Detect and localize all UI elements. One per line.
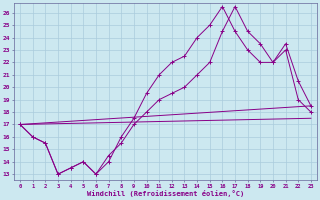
X-axis label: Windchill (Refroidissement éolien,°C): Windchill (Refroidissement éolien,°C) <box>87 190 244 197</box>
